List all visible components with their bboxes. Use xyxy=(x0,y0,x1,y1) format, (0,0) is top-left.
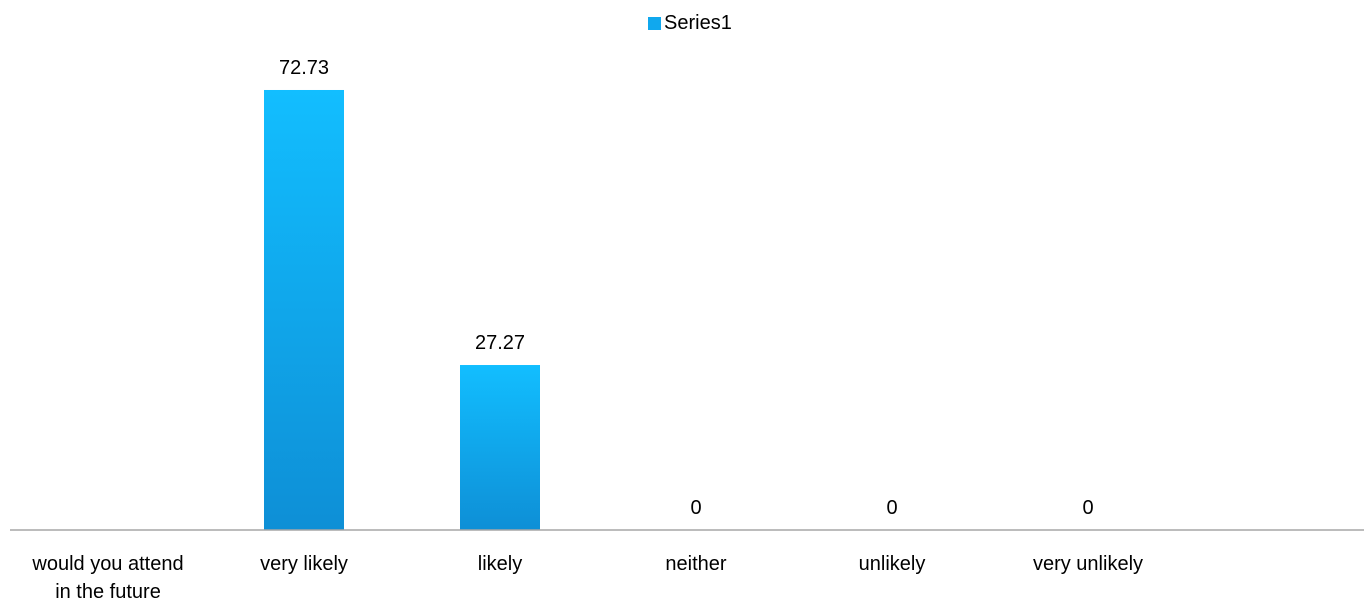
category-label-very-likely: very likely xyxy=(260,553,348,575)
data-label-likely: 27.27 xyxy=(475,332,525,354)
bars-group xyxy=(264,89,540,531)
legend: Series1 xyxy=(648,11,732,35)
data-label-neither: 0 xyxy=(690,497,701,519)
legend-swatch-series1 xyxy=(648,16,661,30)
data-label-unlikely: 0 xyxy=(886,497,897,519)
category-label-very-unlikely: very unlikely xyxy=(1033,553,1143,575)
category-label-would-you-attend-in-the-future: would you attend in the future xyxy=(31,553,183,603)
category-label-likely: likely xyxy=(478,553,522,575)
legend-label-series1: Series1 xyxy=(664,11,732,34)
data-label-very-likely: 72.73 xyxy=(279,57,329,79)
bar-likely xyxy=(460,365,540,530)
value-labels-group: 72.73 27.27 0 0 0 xyxy=(279,57,1094,519)
bar-very-likely xyxy=(264,89,344,531)
category-label-neither: neither xyxy=(665,553,726,575)
category-labels-group: would you attend in the future very likely… xyxy=(31,553,1143,603)
category-label-unlikely: unlikely xyxy=(859,553,926,575)
data-label-very-unlikely: 0 xyxy=(1082,497,1093,519)
